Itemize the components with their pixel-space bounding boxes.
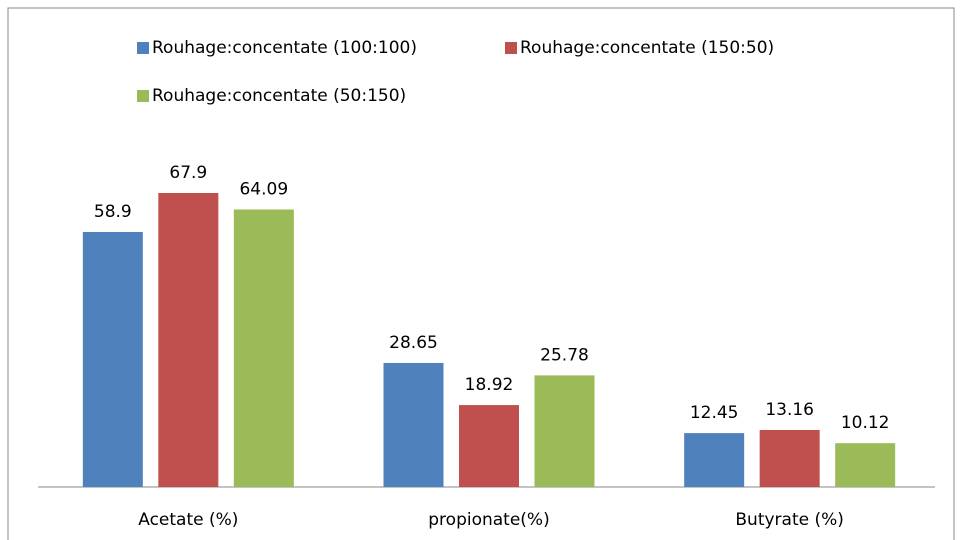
x-tick-label: Butyrate (%) <box>735 510 844 530</box>
legend-label: Rouhage:concentate (50:150) <box>152 86 406 106</box>
legend-swatch <box>137 42 149 54</box>
legend-swatch <box>137 90 149 102</box>
legend-swatch <box>505 42 517 54</box>
value-label: 64.09 <box>239 179 288 199</box>
x-tick-label: Acetate (%) <box>138 510 238 530</box>
legend-label: Rouhage:concentate (150:50) <box>520 38 774 58</box>
value-label: 10.12 <box>841 413 890 433</box>
value-label: 18.92 <box>465 375 514 395</box>
bar <box>684 433 745 487</box>
value-label: 58.9 <box>94 202 132 222</box>
legend-label: Rouhage:concentate (100:100) <box>152 38 417 58</box>
bar <box>459 405 519 487</box>
bar <box>534 375 595 487</box>
value-label: 28.65 <box>389 333 438 353</box>
chart-frame <box>7 7 955 540</box>
bar <box>82 231 143 487</box>
bar <box>233 209 294 487</box>
x-tick-label: propionate(%) <box>428 510 549 530</box>
value-label: 13.16 <box>765 400 814 420</box>
value-label: 25.78 <box>540 345 589 365</box>
value-label: 12.45 <box>690 403 739 423</box>
value-label: 67.9 <box>169 163 207 183</box>
bar <box>759 430 820 487</box>
bar <box>383 362 444 487</box>
bar <box>835 443 896 487</box>
bar <box>158 192 219 488</box>
